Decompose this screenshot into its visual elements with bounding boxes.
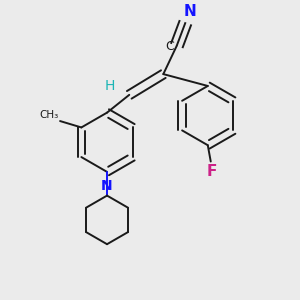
Text: N: N bbox=[101, 179, 113, 193]
Text: F: F bbox=[207, 164, 217, 179]
Text: H: H bbox=[105, 79, 115, 93]
Text: C: C bbox=[166, 40, 174, 53]
Text: N: N bbox=[184, 4, 196, 19]
Text: CH₃: CH₃ bbox=[39, 110, 58, 120]
